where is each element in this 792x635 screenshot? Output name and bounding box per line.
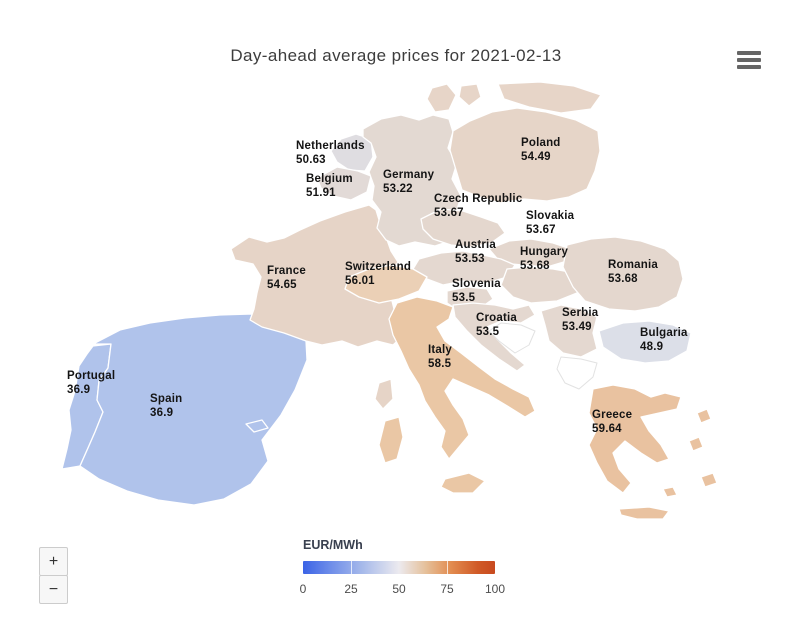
country-bosnia-no-data[interactable] [488,322,536,354]
country-greece-island-4[interactable] [662,486,678,498]
country-greece[interactable] [588,384,682,494]
country-hungary[interactable] [500,266,586,304]
legend-tick: 100 [484,582,506,596]
country-albania-no-data[interactable] [556,356,598,390]
country-spain[interactable] [79,313,308,506]
country-netherlands[interactable] [330,133,374,172]
country-italy-sicily[interactable] [440,472,486,494]
country-greece-island-2[interactable] [688,436,704,452]
region-denmark-west [426,83,457,113]
zoom-out-button[interactable]: − [39,575,68,604]
zoom-in-button[interactable]: + [39,547,68,576]
legend-tick: 25 [344,582,358,596]
map-zoom-controls: + − [39,547,69,604]
country-france-corsica[interactable] [374,378,394,410]
country-greece-island-1[interactable] [696,408,712,424]
country-italy[interactable] [388,296,536,460]
country-romania[interactable] [562,236,684,312]
legend-gradient-bar [303,561,495,574]
legend-segment-divider [351,561,352,574]
page-title: Day-ahead average prices for 2021-02-13 [230,46,562,65]
country-czech-republic[interactable] [420,208,506,248]
legend-tick: 50 [392,582,406,596]
color-legend: EUR/MWh 0 25 50 75 100 [299,538,505,598]
legend-segment-divider [447,561,448,574]
country-poland[interactable] [449,107,601,204]
region-sweden-south [497,81,602,114]
legend-tick: 75 [440,582,454,596]
country-italy-sardinia[interactable] [378,416,404,464]
country-switzerland[interactable] [344,264,428,304]
country-greece-crete[interactable] [618,506,670,520]
country-spain-balearics[interactable] [245,419,269,433]
hamburger-icon [737,51,761,69]
legend-tick-labels: 0 25 50 75 100 [299,582,505,598]
country-belgium[interactable] [316,166,372,201]
legend-tick: 0 [299,582,307,596]
country-greece-island-3[interactable] [700,472,718,488]
region-denmark-east [458,83,482,107]
chart-menu-button[interactable] [735,49,763,73]
country-serbia[interactable] [540,304,598,358]
country-bulgaria[interactable] [598,320,692,364]
legend-title: EUR/MWh [303,538,363,552]
